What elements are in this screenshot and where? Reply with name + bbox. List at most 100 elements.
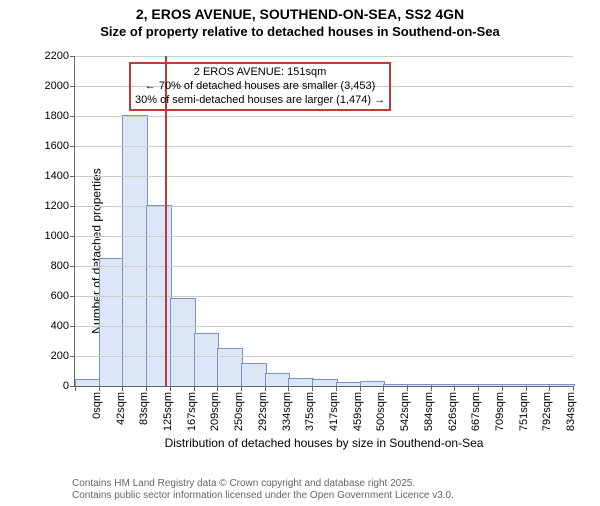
bar — [502, 384, 528, 386]
x-tick-label: 42sqm — [115, 392, 127, 425]
gridline — [75, 56, 573, 57]
chart-area: Number of detached properties Distributi… — [30, 56, 580, 446]
bar — [360, 381, 386, 387]
y-tick-mark — [70, 146, 75, 147]
y-tick-mark — [70, 56, 75, 57]
x-tick-label: 792sqm — [541, 392, 553, 431]
x-tick-label: 459sqm — [352, 392, 364, 431]
x-tick-label: 209sqm — [209, 392, 221, 431]
x-tick-mark — [431, 386, 432, 391]
x-tick-mark — [407, 386, 408, 391]
x-tick-mark — [549, 386, 550, 391]
x-tick-mark — [122, 386, 123, 391]
y-tick-mark — [70, 356, 75, 357]
x-tick-mark — [336, 386, 337, 391]
x-tick-mark — [241, 386, 242, 391]
bar — [265, 373, 291, 386]
bar — [170, 298, 196, 386]
bar — [549, 384, 575, 386]
bar — [194, 333, 220, 387]
x-tick-mark — [194, 386, 195, 391]
bar — [312, 379, 338, 386]
gridline — [75, 176, 573, 177]
x-tick-label: 83sqm — [138, 392, 150, 425]
x-tick-mark — [573, 386, 574, 391]
x-tick-mark — [217, 386, 218, 391]
gridline — [75, 206, 573, 207]
annotation-line: 30% of semi-detached houses are larger (… — [135, 94, 385, 108]
x-axis-label: Distribution of detached houses by size … — [75, 436, 573, 450]
bar — [454, 384, 480, 387]
x-tick-label: 626sqm — [447, 392, 459, 431]
y-tick-mark — [70, 86, 75, 87]
y-tick-mark — [70, 176, 75, 177]
y-tick-label: 1800 — [45, 110, 69, 122]
y-tick-mark — [70, 206, 75, 207]
gridline — [75, 236, 573, 237]
x-tick-mark — [288, 386, 289, 391]
gridline — [75, 356, 573, 357]
bar — [75, 379, 101, 386]
x-tick-label: 542sqm — [399, 392, 411, 431]
bar — [99, 258, 125, 387]
x-tick-mark — [146, 386, 147, 391]
x-tick-mark — [454, 386, 455, 391]
x-tick-mark — [265, 386, 266, 391]
footer-line2: Contains public sector information licen… — [72, 490, 454, 502]
x-tick-mark — [383, 386, 384, 391]
x-tick-mark — [75, 386, 76, 391]
chart-title-line1: 2, EROS AVENUE, SOUTHEND-ON-SEA, SS2 4GN — [0, 6, 600, 22]
footer-attribution: Contains HM Land Registry data © Crown c… — [72, 478, 454, 502]
bar — [526, 384, 552, 386]
annotation-line: ← 70% of detached houses are smaller (3,… — [135, 80, 385, 94]
y-tick-mark — [70, 236, 75, 237]
bar — [241, 363, 267, 387]
y-tick-mark — [70, 326, 75, 327]
x-tick-label: 667sqm — [470, 392, 482, 431]
bar — [122, 115, 148, 386]
bar — [288, 378, 314, 387]
x-tick-label: 584sqm — [423, 392, 435, 431]
x-tick-mark — [502, 386, 503, 391]
plot-region: Distribution of detached houses by size … — [74, 56, 573, 387]
x-tick-mark — [478, 386, 479, 391]
x-tick-mark — [99, 386, 100, 391]
x-tick-label: 292sqm — [257, 392, 269, 431]
y-tick-label: 2000 — [45, 80, 69, 92]
gridline — [75, 266, 573, 267]
gridline — [75, 146, 573, 147]
x-tick-label: 751sqm — [518, 392, 530, 431]
annotation-box: 2 EROS AVENUE: 151sqm← 70% of detached h… — [129, 62, 391, 111]
x-tick-label: 0sqm — [91, 392, 103, 419]
x-tick-label: 334sqm — [281, 392, 293, 431]
gridline — [75, 326, 573, 327]
annotation-line: 2 EROS AVENUE: 151sqm — [135, 66, 385, 80]
y-tick-label: 1600 — [45, 140, 69, 152]
x-tick-label: 375sqm — [304, 392, 316, 431]
y-tick-label: 600 — [51, 290, 69, 302]
bar — [383, 384, 409, 387]
y-tick-label: 400 — [51, 320, 69, 332]
x-tick-mark — [170, 386, 171, 391]
x-tick-mark — [312, 386, 313, 391]
x-tick-label: 417sqm — [328, 392, 340, 431]
y-tick-label: 1200 — [45, 200, 69, 212]
y-tick-label: 2200 — [45, 50, 69, 62]
x-tick-label: 500sqm — [375, 392, 387, 431]
y-tick-label: 800 — [51, 260, 69, 272]
y-tick-mark — [70, 266, 75, 267]
x-tick-label: 834sqm — [565, 392, 577, 431]
x-tick-label: 125sqm — [162, 392, 174, 431]
chart-title-line2: Size of property relative to detached ho… — [0, 24, 600, 39]
footer-line1: Contains HM Land Registry data © Crown c… — [72, 478, 454, 490]
y-tick-mark — [70, 116, 75, 117]
x-tick-mark — [360, 386, 361, 391]
x-tick-label: 167sqm — [186, 392, 198, 431]
x-tick-label: 250sqm — [233, 392, 245, 431]
y-tick-label: 1000 — [45, 230, 69, 242]
gridline — [75, 296, 573, 297]
y-tick-mark — [70, 296, 75, 297]
bar — [478, 384, 504, 387]
bar — [431, 384, 457, 387]
y-tick-label: 200 — [51, 350, 69, 362]
